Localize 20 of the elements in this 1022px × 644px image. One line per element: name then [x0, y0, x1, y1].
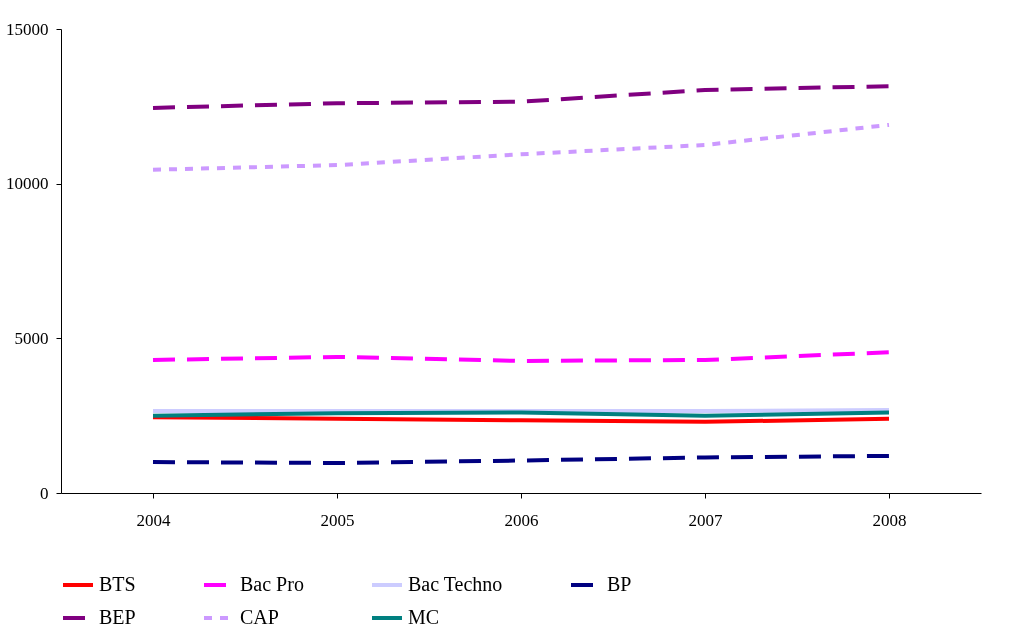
legend-label: Bac Techno [408, 573, 503, 595]
legend-label: BEP [99, 606, 136, 628]
legend-label: BTS [99, 573, 136, 595]
y-tick-label: 0 [40, 483, 49, 503]
y-tick-label: 5000 [14, 328, 49, 348]
x-tick-label: 2008 [872, 510, 907, 530]
legend-label: CAP [240, 606, 279, 628]
legend-label: BP [607, 573, 632, 595]
line-series [151, 84, 891, 110]
x-tick-label: 2004 [136, 510, 171, 530]
x-tick-label: 2007 [688, 510, 723, 530]
line-series [151, 350, 891, 363]
legend-label: Bac Pro [240, 573, 304, 595]
line-series [151, 122, 891, 172]
y-tick-label: 10000 [6, 174, 49, 194]
line-series [151, 453, 891, 465]
legend-label: MC [408, 606, 440, 628]
y-tick-label: 15000 [6, 19, 49, 39]
x-tick-label: 2005 [320, 510, 355, 530]
x-tick-label: 2006 [504, 510, 539, 530]
